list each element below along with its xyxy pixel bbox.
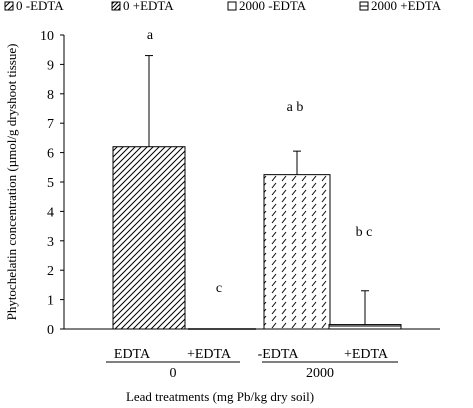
legend-swatch xyxy=(227,1,237,11)
bar-annotation: b c xyxy=(356,225,373,240)
bar xyxy=(112,146,186,330)
y-axis-title: Phytochelatin concentration (µmol/g drys… xyxy=(4,44,19,321)
legend-swatch xyxy=(4,1,14,11)
y-tick-label: 8 xyxy=(47,88,54,103)
plot-area: 0 1 2 3 4 5 6 7 8 9 10 a c a b b c EDTA +EDTA -EDTA +EDTA 0… xyxy=(40,28,440,381)
bar-annotation: a xyxy=(147,28,154,43)
legend-label: 2000 +EDTA xyxy=(371,0,442,13)
legend-item: 2000 +EDTA xyxy=(359,0,442,13)
legend-label: 0 -EDTA xyxy=(16,0,64,13)
bar-annotation: c xyxy=(216,281,222,296)
x-category-label: +EDTA xyxy=(344,347,389,362)
y-tick-label: 3 xyxy=(47,235,54,250)
bar xyxy=(263,174,331,330)
x-category-label: -EDTA xyxy=(258,347,300,362)
legend: 0 -EDTA 0 +EDTA 2000 -EDTA 2000 +EDTA xyxy=(4,0,442,13)
bar xyxy=(328,324,402,330)
y-tick-label: 9 xyxy=(47,58,54,73)
legend-label: 0 +EDTA xyxy=(123,0,174,13)
legend-label: 2000 -EDTA xyxy=(239,0,307,13)
x-group-label: 0 xyxy=(170,366,177,381)
legend-item: 0 -EDTA xyxy=(4,0,64,13)
legend-swatch xyxy=(111,1,121,11)
y-tick-label: 6 xyxy=(47,147,54,162)
legend-item: 0 +EDTA xyxy=(111,0,174,13)
x-group-label: 2000 xyxy=(306,366,334,381)
x-category-label: +EDTA xyxy=(187,347,232,362)
y-tick-label: 10 xyxy=(40,29,54,44)
legend-item: 2000 -EDTA xyxy=(227,0,307,13)
x-axis-title: Lead treatments (mg Pb/kg dry soil) xyxy=(126,389,314,404)
y-tick-label: 1 xyxy=(47,294,54,309)
y-tick-label: 2 xyxy=(47,264,54,279)
x-category-label: EDTA xyxy=(114,347,151,362)
y-tick-label: 5 xyxy=(47,176,54,191)
y-tick-label: 0 xyxy=(47,323,54,338)
legend-swatch xyxy=(359,1,369,11)
bar-annotation: a b xyxy=(287,100,304,115)
y-tick-label: 4 xyxy=(47,205,54,220)
y-tick-label: 7 xyxy=(47,117,54,132)
